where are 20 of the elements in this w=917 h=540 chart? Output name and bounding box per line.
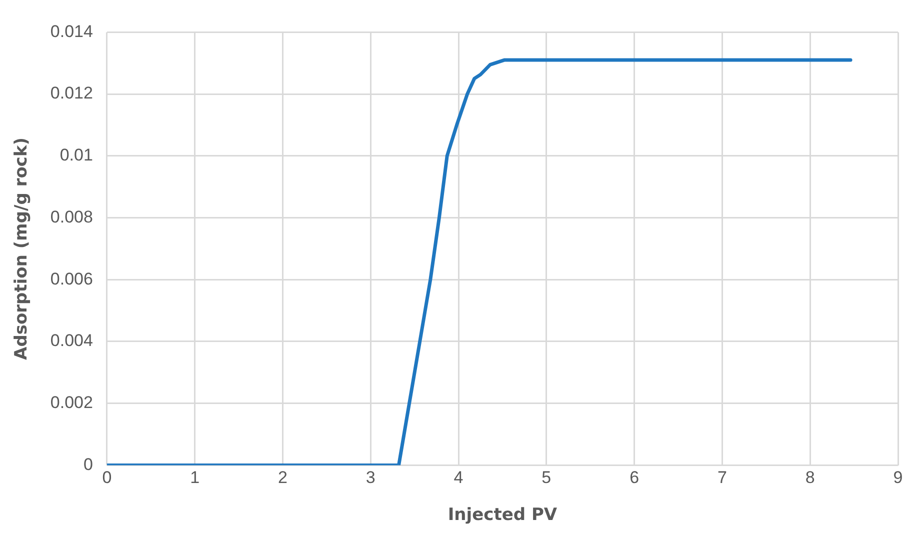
y-tick-label: 0.006	[50, 269, 93, 288]
x-tick-label: 1	[190, 468, 200, 488]
y-tick-label: 0.012	[50, 84, 93, 103]
y-tick-label: 0.002	[50, 393, 93, 412]
x-tick-label: 5	[542, 468, 552, 488]
y-tick-label: 0.01	[60, 146, 93, 165]
x-tick-label: 4	[454, 468, 464, 488]
y-tick-label: 0.004	[50, 331, 93, 350]
x-tick-label: 3	[366, 468, 376, 488]
x-tick-label: 2	[278, 468, 288, 488]
x-tick-label: 7	[717, 468, 727, 488]
x-axis-title: Injected PV	[448, 505, 558, 526]
y-tick-label: 0	[83, 454, 93, 474]
y-tick-label: 0.014	[50, 22, 93, 41]
y-axis-title: Adsorption (mg/g rock)	[12, 137, 32, 360]
y-tick-label: 0.008	[50, 207, 93, 226]
x-tick-label: 8	[805, 468, 815, 488]
x-tick-label: 6	[630, 468, 640, 488]
x-tick-label: 0	[102, 468, 112, 488]
x-tick-label: 9	[893, 468, 903, 488]
